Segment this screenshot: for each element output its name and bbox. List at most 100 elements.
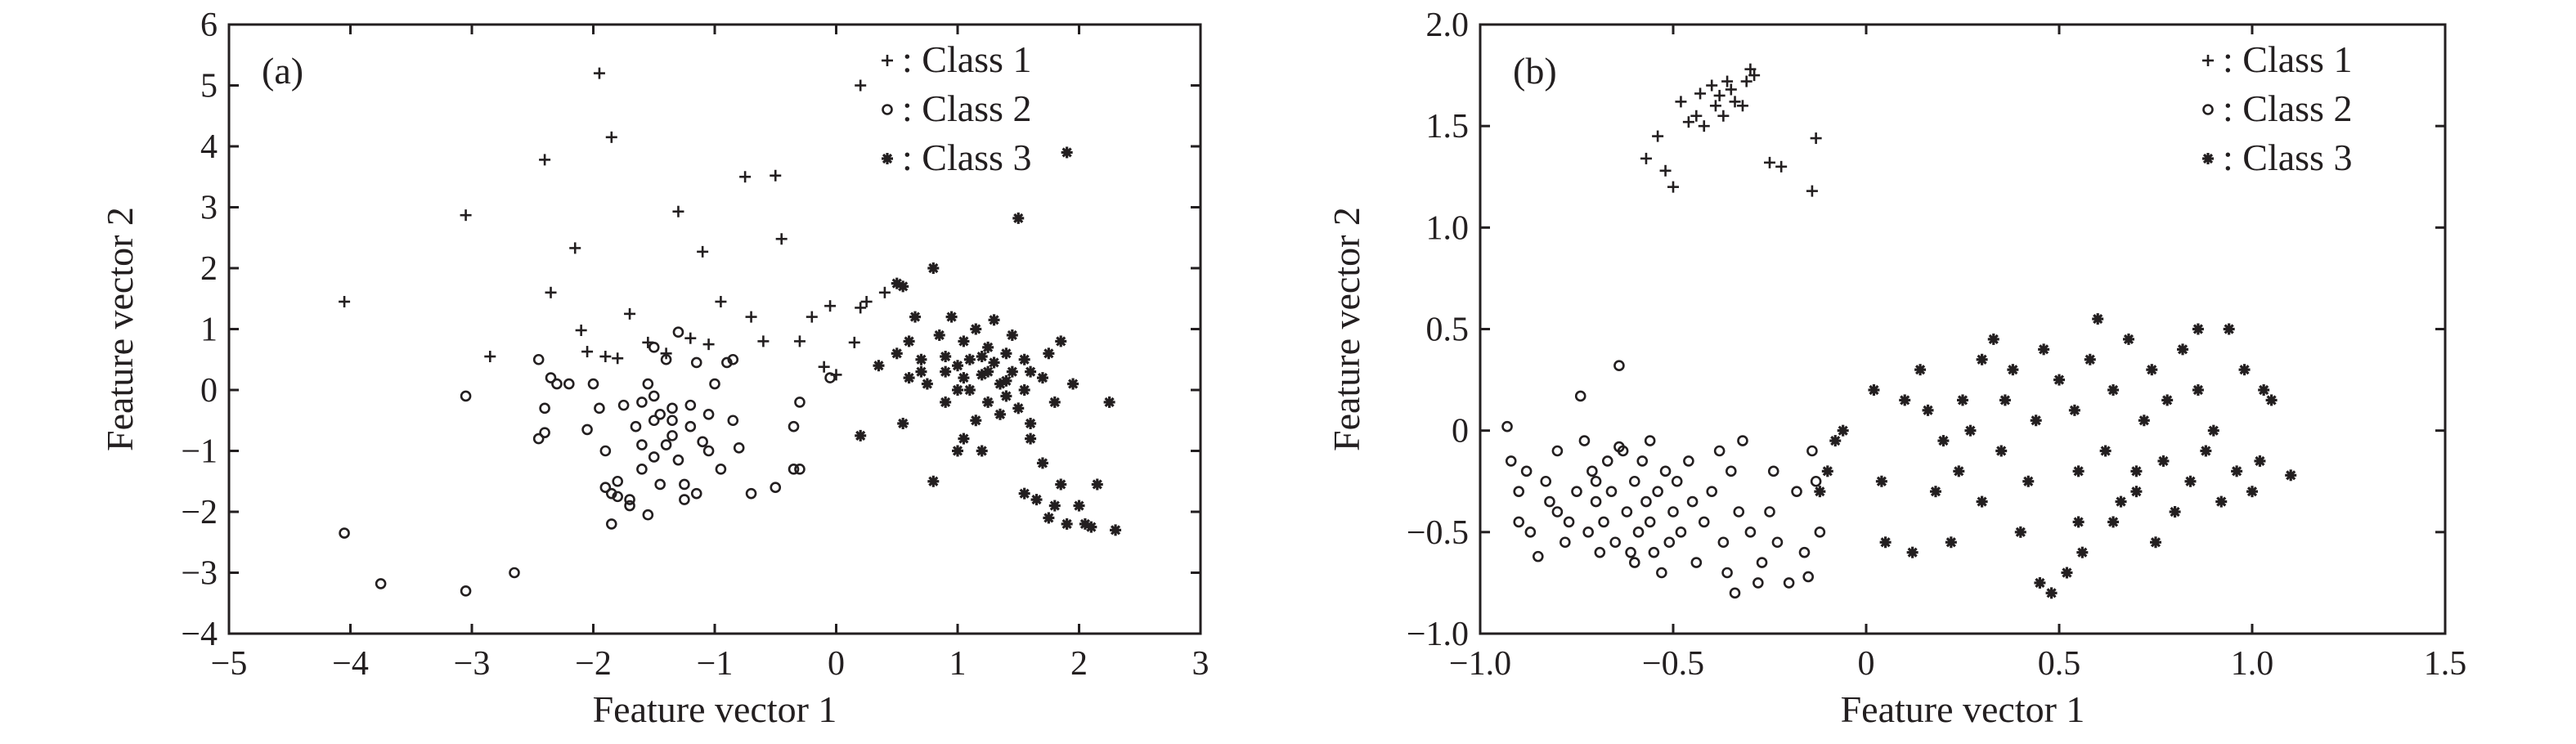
data-point bbox=[2099, 445, 2112, 457]
data-point bbox=[824, 372, 836, 383]
data-point bbox=[1582, 527, 1594, 538]
data-point bbox=[1000, 347, 1012, 360]
data-point bbox=[1791, 486, 1802, 497]
series-class-3 bbox=[855, 146, 1122, 536]
x-tick-label: 3 bbox=[1192, 645, 1209, 683]
data-point bbox=[1036, 372, 1048, 384]
y-tick-label: 4 bbox=[200, 128, 218, 166]
x-tick-label: −5 bbox=[211, 645, 248, 683]
data-point bbox=[727, 415, 739, 427]
data-point bbox=[1987, 333, 1999, 345]
data-point bbox=[1798, 546, 1811, 558]
data-point bbox=[855, 429, 867, 441]
data-point bbox=[915, 365, 927, 378]
data-point bbox=[679, 478, 690, 491]
data-point bbox=[612, 352, 624, 365]
data-point bbox=[672, 326, 684, 338]
data-point bbox=[1073, 500, 1085, 512]
data-point bbox=[2223, 323, 2235, 335]
data-point bbox=[630, 420, 642, 433]
data-point bbox=[648, 342, 660, 353]
data-point bbox=[1721, 75, 1734, 87]
data-point bbox=[1690, 110, 1703, 122]
data-point bbox=[891, 347, 903, 360]
data-point bbox=[1551, 445, 1564, 457]
data-point bbox=[1675, 527, 1687, 538]
data-point bbox=[940, 365, 952, 378]
data-point bbox=[1868, 384, 1880, 396]
data-point bbox=[2084, 353, 2096, 365]
data-point bbox=[1563, 516, 1575, 528]
data-point bbox=[2138, 415, 2150, 427]
data-point bbox=[2092, 313, 2104, 325]
data-point bbox=[1540, 475, 1552, 487]
data-point bbox=[733, 441, 745, 454]
data-point bbox=[1957, 394, 1968, 406]
data-point bbox=[1085, 521, 1097, 533]
data-point bbox=[2192, 384, 2204, 396]
data-point bbox=[1578, 435, 1591, 446]
data-point bbox=[1006, 329, 1018, 341]
x-tick-label: −1 bbox=[697, 645, 734, 683]
data-point bbox=[2130, 465, 2143, 477]
data-point bbox=[2169, 506, 2181, 518]
data-point bbox=[545, 286, 557, 298]
data-point bbox=[739, 171, 752, 183]
y-tick-label: 2.0 bbox=[1426, 7, 1470, 44]
data-point bbox=[1551, 506, 1564, 518]
data-point bbox=[1048, 500, 1061, 512]
data-point bbox=[1995, 445, 2008, 457]
data-point bbox=[636, 464, 648, 475]
data-point bbox=[2076, 546, 2089, 558]
data-point bbox=[2107, 384, 2120, 396]
y-tick-label: −3 bbox=[181, 555, 218, 593]
y-tick-label: 6 bbox=[200, 7, 218, 44]
data-point bbox=[2038, 343, 2050, 356]
data-point bbox=[970, 415, 982, 427]
data-point bbox=[952, 445, 963, 457]
data-point bbox=[460, 585, 472, 597]
data-point bbox=[1055, 478, 1067, 491]
data-point bbox=[757, 335, 770, 347]
data-point bbox=[1733, 506, 1745, 518]
data-point bbox=[2285, 469, 2297, 482]
data-point bbox=[1061, 518, 1073, 530]
data-point bbox=[1706, 79, 1718, 92]
legend-marker bbox=[882, 153, 893, 164]
data-point bbox=[1594, 546, 1606, 558]
data-point bbox=[1764, 506, 1775, 518]
data-point bbox=[940, 396, 952, 408]
data-point bbox=[1640, 152, 1652, 164]
legend-label: : Class 3 bbox=[902, 137, 1031, 178]
data-point bbox=[1721, 567, 1733, 579]
data-point bbox=[1609, 536, 1621, 549]
data-point bbox=[551, 378, 563, 390]
data-point bbox=[1025, 417, 1037, 429]
data-point bbox=[1018, 353, 1030, 365]
data-point bbox=[702, 408, 715, 420]
data-point bbox=[1706, 486, 1717, 497]
data-point bbox=[1625, 546, 1636, 558]
data-point bbox=[1717, 536, 1730, 549]
data-point bbox=[1544, 495, 1555, 508]
data-point bbox=[660, 347, 672, 360]
data-point bbox=[958, 335, 970, 347]
data-point bbox=[642, 509, 654, 521]
data-point bbox=[1953, 465, 1965, 477]
data-point bbox=[1906, 546, 1919, 558]
data-point bbox=[1767, 465, 1779, 477]
data-point bbox=[976, 445, 988, 457]
y-tick-label: 2 bbox=[200, 250, 218, 288]
data-point bbox=[897, 417, 909, 429]
data-point bbox=[793, 335, 806, 347]
y-axis-label: Feature vector 2 bbox=[1326, 207, 1367, 451]
data-point bbox=[806, 311, 818, 323]
data-point bbox=[1043, 512, 1055, 524]
data-point bbox=[860, 295, 873, 307]
data-point bbox=[654, 408, 666, 420]
data-point bbox=[460, 209, 472, 222]
data-point bbox=[1018, 487, 1030, 500]
y-tick-label: 1.5 bbox=[1426, 108, 1470, 146]
data-point bbox=[927, 262, 940, 274]
